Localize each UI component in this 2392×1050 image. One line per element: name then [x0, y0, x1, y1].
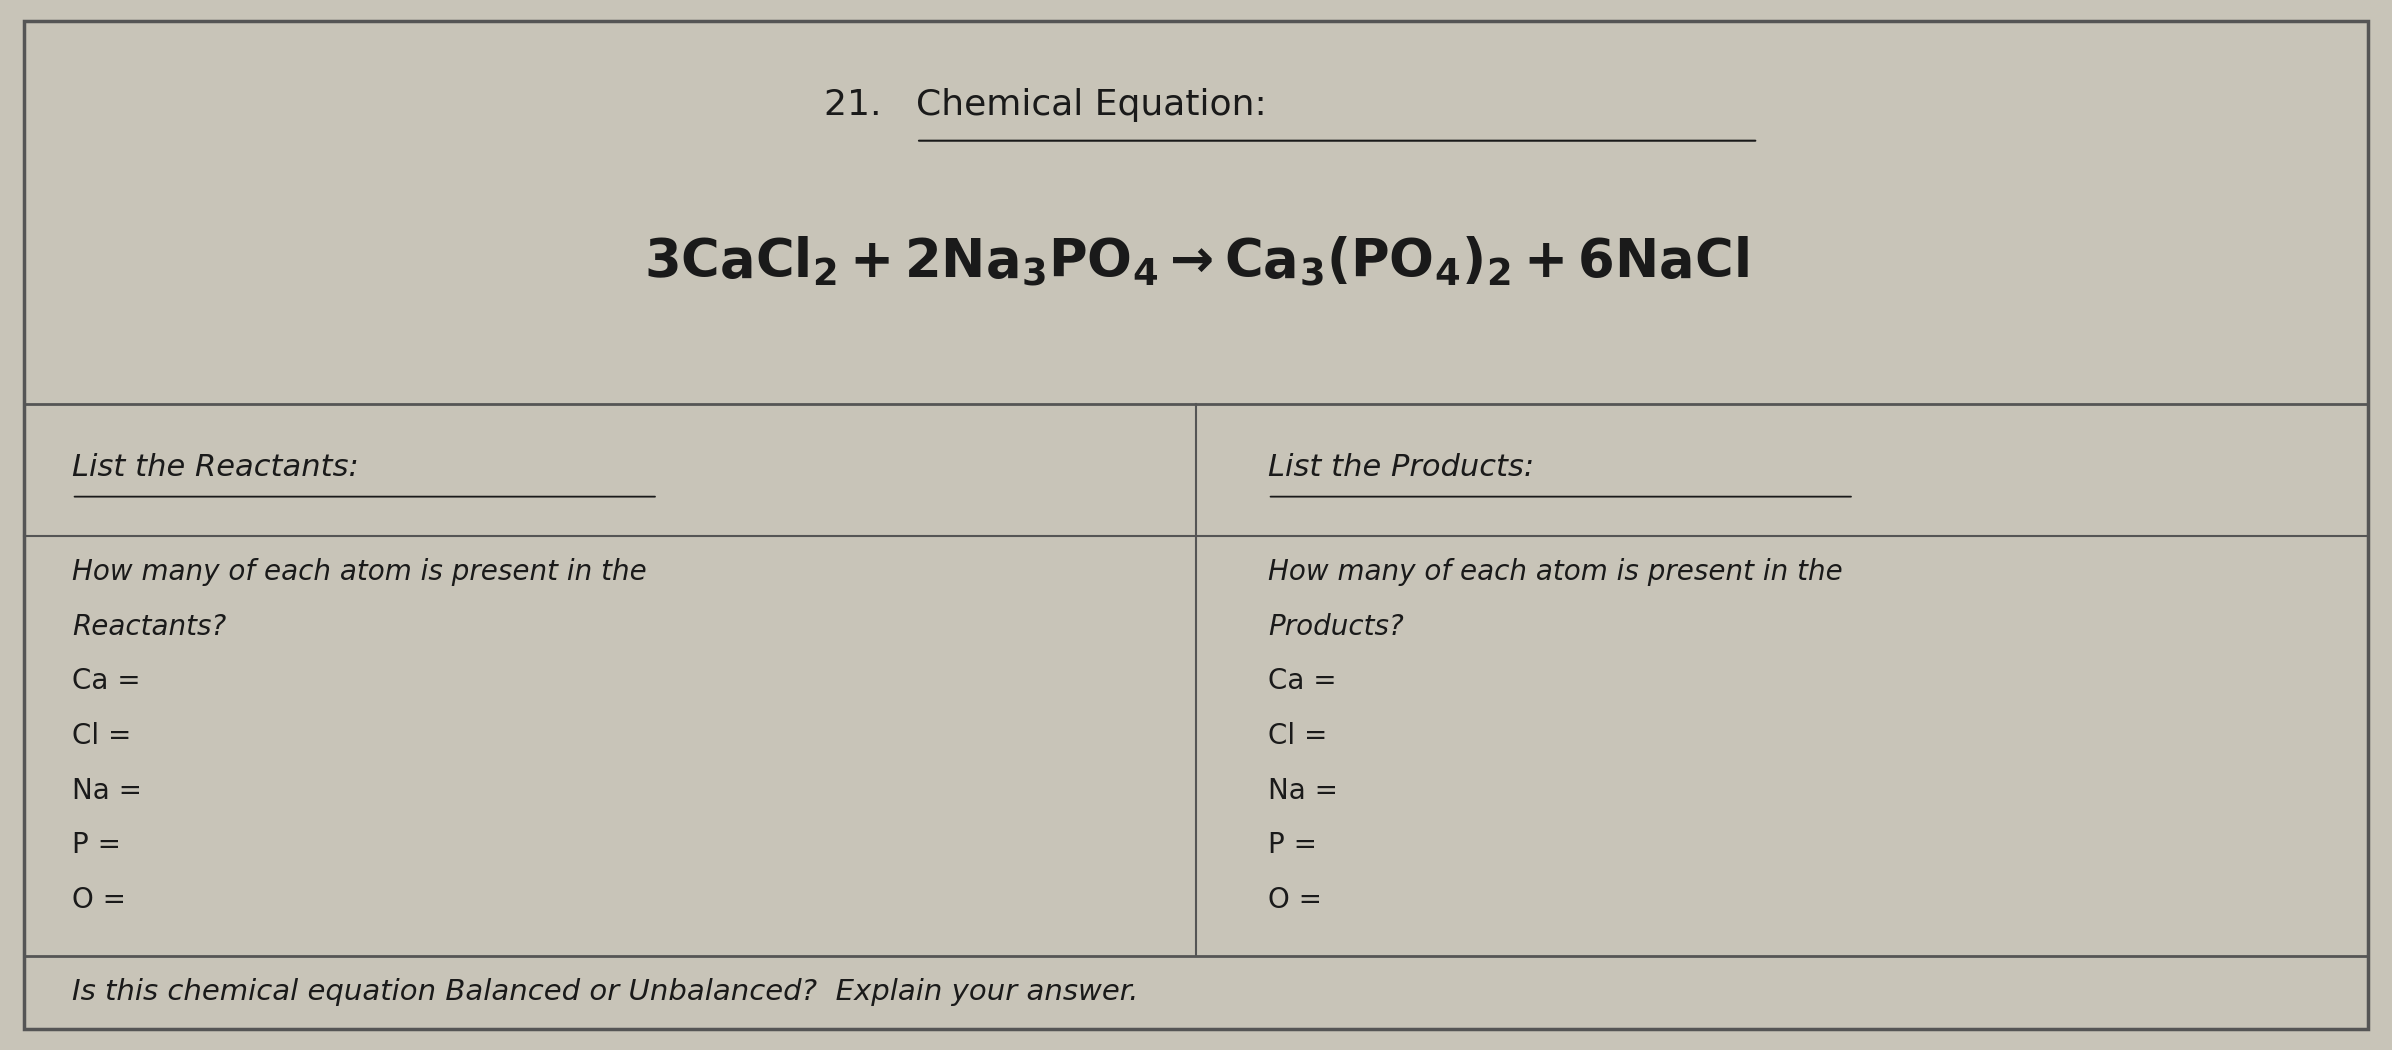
Text: Chemical Equation:: Chemical Equation: — [916, 88, 1268, 122]
Text: P =: P = — [72, 832, 120, 859]
Text: O =: O = — [72, 886, 127, 914]
Text: Na =: Na = — [72, 777, 141, 804]
Text: 21.: 21. — [823, 88, 904, 122]
Text: O =: O = — [1268, 886, 1323, 914]
Text: Is this chemical equation Balanced or Unbalanced?  Explain your answer.: Is this chemical equation Balanced or Un… — [72, 979, 1139, 1006]
Text: Cl =: Cl = — [72, 722, 132, 750]
Text: Na =: Na = — [1268, 777, 1337, 804]
Text: $\mathbf{3CaCl_2 + 2Na_3PO_4 \rightarrow Ca_3(PO_4)_2 + 6NaCl}$: $\mathbf{3CaCl_2 + 2Na_3PO_4 \rightarrow… — [643, 235, 1749, 290]
Text: Cl =: Cl = — [1268, 722, 1328, 750]
Text: How many of each atom is present in the: How many of each atom is present in the — [1268, 559, 1842, 586]
Text: List the Products:: List the Products: — [1268, 453, 1533, 482]
Text: Products?: Products? — [1268, 613, 1404, 640]
Text: Ca =: Ca = — [72, 668, 141, 695]
FancyBboxPatch shape — [24, 21, 2368, 1029]
Text: P =: P = — [1268, 832, 1316, 859]
Text: Ca =: Ca = — [1268, 668, 1337, 695]
Text: List the Reactants:: List the Reactants: — [72, 453, 359, 482]
Text: How many of each atom is present in the: How many of each atom is present in the — [72, 559, 646, 586]
Text: Reactants?: Reactants? — [72, 613, 225, 640]
